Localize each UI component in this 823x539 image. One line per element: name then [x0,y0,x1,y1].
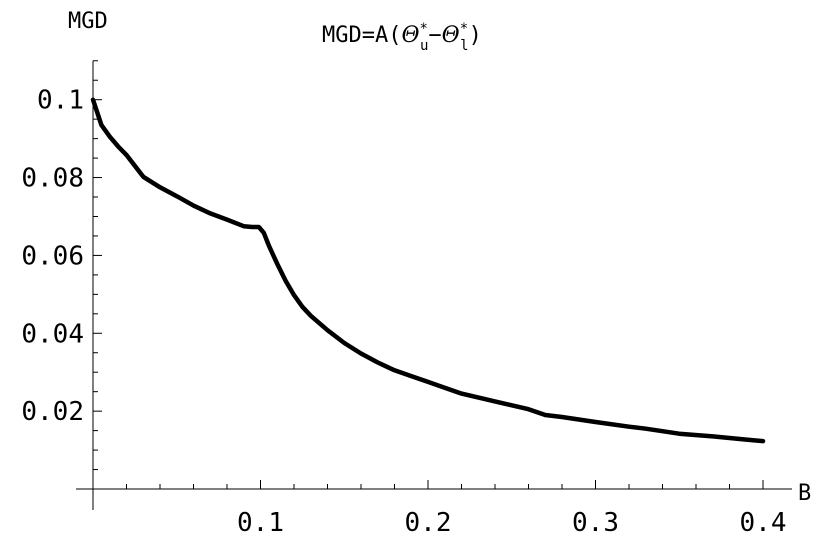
x-axis-title: B [798,481,811,506]
chart-title-suffix: ) [469,23,482,48]
axes [76,60,792,510]
x-tick-label: 0.2 [405,508,452,538]
chart-title-star-u: * [420,21,428,37]
chart-title-theta-u: Θ [401,23,419,48]
chart-title: MGD=A(Θ* u−Θ* l) [322,21,482,54]
chart-title-theta-l: Θ [442,23,460,48]
chart-title-sub-u: u [420,38,428,54]
chart-title-star-l: * [460,21,468,37]
y-tick-label: 0.08 [21,164,84,194]
y-tick-label: 0.02 [21,397,84,427]
x-tick-label: 0.1 [237,508,284,538]
series [90,97,766,444]
chart-title-sub-l: l [460,38,468,54]
x-tick-label: 0.3 [572,508,619,538]
y-axis-title: MGD [68,9,108,34]
x-tick-label: 0.4 [740,508,787,538]
chart-title-prefix: MGD=A( [322,23,401,48]
y-tick-label: 0.04 [21,319,84,349]
series-line [90,97,766,444]
chart-title-minus: − [428,23,441,48]
y-tick-label: 0.1 [37,86,84,116]
ticks: 0.1 0.2 0.3 0.4 0.02 0.04 0.06 0.08 0.1 [21,60,787,538]
y-tick-label: 0.06 [21,241,84,271]
